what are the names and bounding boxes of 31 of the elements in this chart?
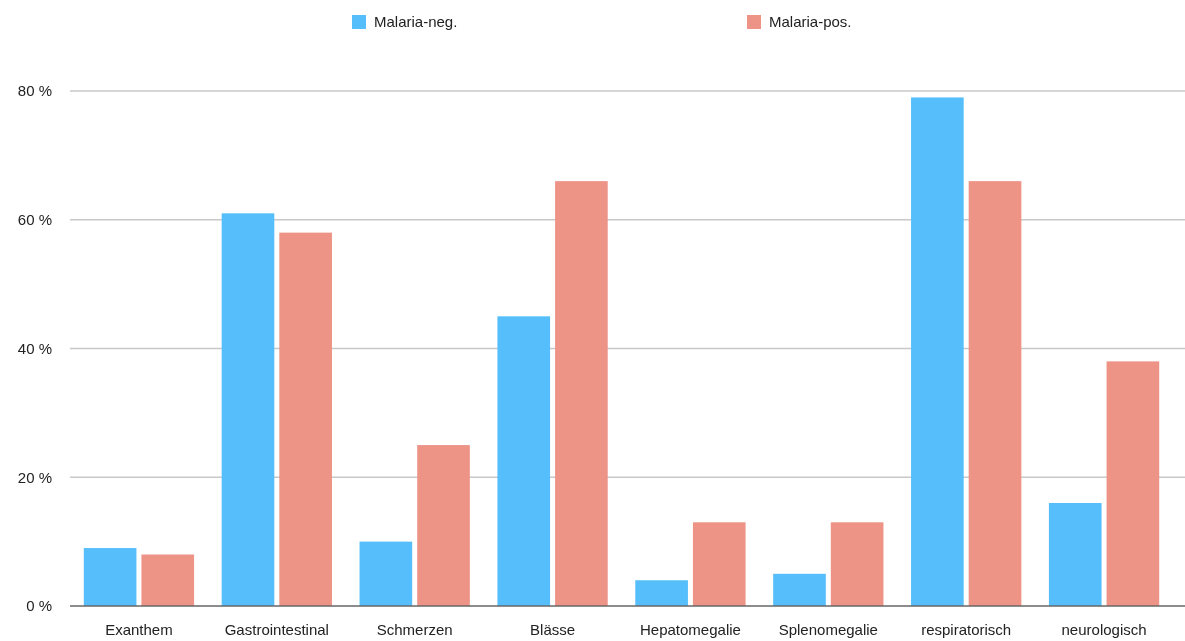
bar: [221, 213, 275, 606]
bar: [555, 181, 608, 606]
bar: [83, 548, 137, 606]
bar: [911, 97, 964, 606]
y-tick-label: 20 %: [17, 468, 52, 486]
y-tick-label: 40 %: [17, 339, 52, 357]
bar: [773, 573, 826, 606]
y-tick-label: 60 %: [17, 211, 52, 228]
x-tick-label: Exanthem: [105, 621, 173, 638]
bar: [635, 580, 688, 606]
bar: [497, 316, 551, 606]
bar: [692, 522, 746, 606]
y-tick-label: 0 %: [26, 597, 52, 615]
x-tick-label: Gastrointestinal: [224, 621, 329, 638]
legend-label: Malaria-neg.: [374, 13, 458, 30]
bar: [1106, 361, 1160, 606]
bar: [279, 232, 332, 606]
bar: [141, 554, 195, 606]
x-tick-label: neurologisch: [1061, 621, 1147, 638]
x-tick-label: respiratorisch: [921, 621, 1012, 638]
legend-label: Malaria-pos.: [769, 13, 852, 30]
bar: [417, 445, 470, 606]
bar: [968, 181, 1022, 606]
bar: [359, 541, 413, 606]
bar: [1048, 503, 1102, 606]
x-tick-label: Blässe: [530, 621, 576, 638]
x-tick-label: Schmerzen: [376, 621, 453, 638]
bar: [830, 522, 884, 606]
x-tick-label: Hepatomegalie: [639, 621, 741, 638]
y-tick-label: 80 %: [17, 82, 52, 100]
x-tick-label: Splenomegalie: [778, 621, 878, 638]
